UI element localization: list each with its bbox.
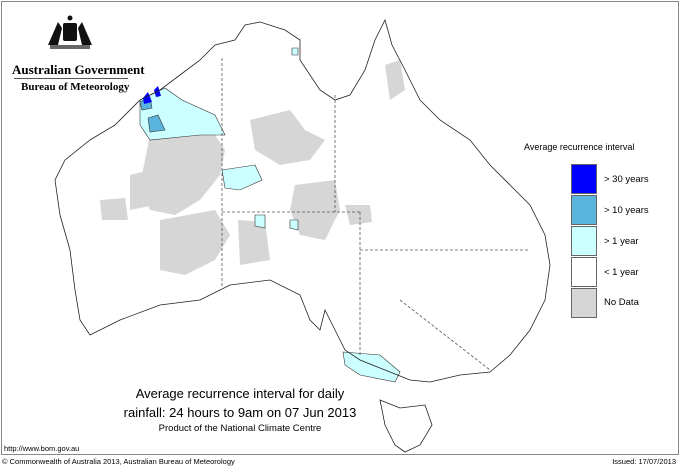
legend-label: No Data: [604, 297, 639, 308]
map-frame: [1, 1, 679, 455]
legend-swatch-30-years: [571, 164, 597, 194]
tasmania-coastline: [379, 399, 433, 453]
bureau-name: Bureau of Meteorology: [21, 81, 130, 93]
legend-title: Average recurrence interval: [524, 142, 635, 152]
legend-swatch-no-data: [571, 288, 597, 318]
legend-label: > 30 years: [604, 174, 649, 185]
map-title-line2: rainfall: 24 hours to 9am on 07 Jun 2013: [123, 405, 357, 420]
legend-label: > 1 year: [604, 236, 639, 247]
australia-coastline: [54, 18, 551, 383]
copyright-text: © Commonwealth of Australia 2013, Austra…: [2, 457, 235, 466]
map-subtitle: Product of the National Climate Centre: [158, 423, 322, 434]
no-data-regions: [100, 60, 405, 275]
legend-label: < 1 year: [604, 267, 639, 278]
legend-swatch-below-1-year: [571, 257, 597, 287]
coat-of-arms-icon: [48, 15, 92, 49]
issued-date: Issued: 17/07/2013: [612, 457, 676, 466]
legend-label: > 10 years: [604, 205, 649, 216]
header-divider: [14, 78, 128, 79]
legend-swatch-1-year: [571, 226, 597, 256]
state-borders: [221, 58, 530, 371]
bom-url-link[interactable]: http://www.bom.gov.au: [4, 444, 80, 453]
map-title-line1: Average recurrence interval for daily: [135, 386, 345, 401]
government-name: Australian Government: [12, 62, 145, 77]
legend-swatch-10-years: [571, 195, 597, 225]
